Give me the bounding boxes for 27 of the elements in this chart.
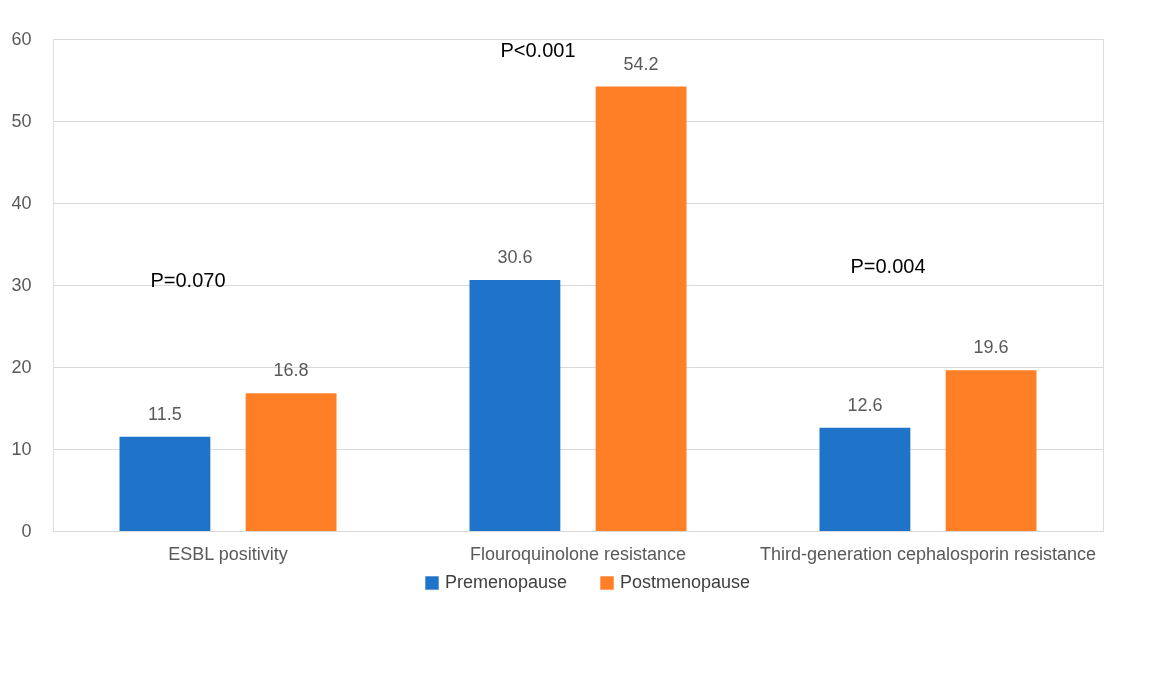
y-tick-label: 40 [11,192,32,213]
y-tick-label: 20 [11,356,32,377]
bar [245,393,337,531]
y-tick-label: 10 [11,438,32,459]
y-tick-label: 50 [11,110,32,131]
data-label: 30.6 [497,247,533,268]
bar [945,370,1037,531]
bar [119,436,211,531]
bar [595,86,687,531]
bar [469,280,561,531]
x-tick-label: ESBL positivity [168,543,288,564]
data-label: 54.2 [623,53,659,74]
data-label: 19.6 [973,337,1009,358]
data-label: 11.5 [148,403,182,424]
legend-label: Postmenopause [620,572,751,592]
y-tick-label: 0 [21,520,32,541]
data-label: 16.8 [273,360,309,381]
data-label: 12.6 [847,394,883,415]
y-tick-label: 30 [11,274,32,295]
x-tick-label: Flouroquinolone resistance [469,543,687,564]
annotation: P=0.070 [150,269,226,291]
y-tick-label: 60 [11,28,32,49]
x-tick-label: Third-generation cephalosporin resistance [759,543,1097,564]
legend-label: Premenopause [445,572,568,592]
annotation: P=0.004 [850,255,926,277]
annotation: P<0.001 [500,39,576,61]
bar [819,427,911,531]
